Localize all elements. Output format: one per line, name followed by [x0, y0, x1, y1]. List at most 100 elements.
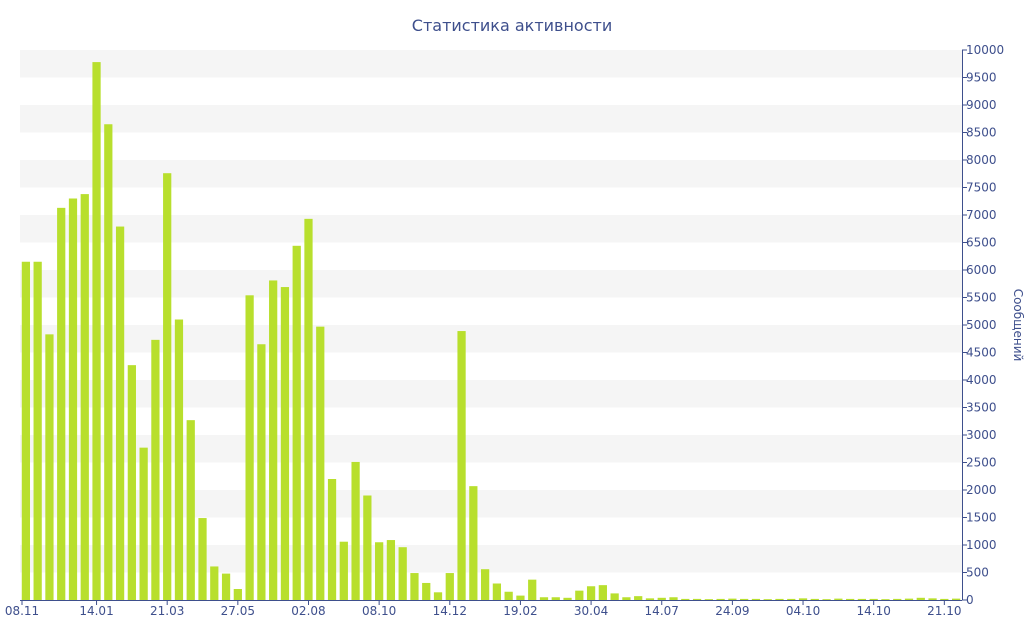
bar [92, 62, 101, 601]
bar [257, 344, 266, 600]
bar [480, 569, 490, 600]
bar [728, 598, 737, 601]
grid-bands [20, 50, 962, 573]
bar [292, 245, 301, 601]
bar [893, 598, 902, 600]
bar [634, 596, 643, 600]
grid-band [20, 435, 962, 463]
bar [928, 598, 937, 600]
bar [21, 261, 31, 600]
bar [692, 598, 702, 600]
y-tick-label: 8000 [966, 153, 997, 167]
bar [881, 599, 890, 600]
bar [363, 495, 372, 600]
x-tick-label: 14.01 [79, 604, 113, 618]
y-tick-label: 8500 [966, 126, 997, 140]
bar [940, 598, 949, 600]
bar [386, 540, 396, 600]
bar [304, 218, 313, 600]
bar [822, 599, 831, 600]
x-tick-label: 02.08 [291, 604, 325, 618]
y-tick-label: 7000 [966, 208, 997, 222]
x-tick-label: 30.04 [574, 604, 608, 618]
bar [351, 461, 360, 600]
bar [598, 585, 607, 600]
bar [528, 579, 537, 600]
bar [33, 261, 42, 600]
bar [233, 589, 242, 600]
bar [104, 124, 113, 600]
bar [563, 597, 572, 600]
bar [280, 287, 290, 600]
bar [904, 598, 914, 601]
bar [916, 597, 925, 600]
y-tick-label: 3000 [966, 428, 997, 442]
bar [798, 598, 808, 600]
x-tick-label: 27.05 [221, 604, 255, 618]
bar [457, 331, 466, 600]
y-axis-label: Сообщений [1011, 289, 1024, 362]
bar [810, 598, 819, 600]
bar [445, 573, 454, 600]
y-axis-ticks: 0 500 1000 1500 2000 2500 3000 3500 4000 4500 5000… [962, 43, 1004, 607]
bar [539, 597, 549, 600]
bar [787, 598, 796, 600]
grid-band [20, 215, 962, 243]
bar [433, 592, 443, 600]
chart-title: Статистика активности [412, 16, 612, 35]
bar [398, 547, 407, 600]
x-tick-label: 14.07 [645, 604, 679, 618]
x-axis-ticks: 08.11 14.01 21.03 27.05 02.08 08.10 14.12 19.02… [5, 600, 962, 618]
bar [316, 326, 325, 600]
x-tick-label: 21.03 [150, 604, 184, 618]
bar [174, 319, 184, 600]
y-tick-label: 500 [966, 566, 989, 580]
bar [869, 598, 878, 600]
bar [586, 586, 596, 600]
bar [151, 339, 160, 600]
x-tick-label: 14.10 [857, 604, 891, 618]
bar [516, 595, 525, 600]
grid-band [20, 325, 962, 353]
y-tick-label: 9000 [966, 98, 997, 112]
x-tick-label: 08.10 [362, 604, 396, 618]
y-tick-label: 9500 [966, 71, 997, 85]
bar [269, 280, 278, 600]
y-tick-label: 4000 [966, 373, 997, 387]
bar [834, 598, 843, 601]
y-tick-label: 4500 [966, 346, 997, 360]
bar [645, 598, 655, 600]
bar [469, 486, 478, 600]
bar [422, 582, 431, 600]
bar [57, 207, 66, 600]
bar [669, 597, 678, 600]
x-tick-label: 14.12 [433, 604, 467, 618]
bar [139, 447, 148, 600]
y-tick-label: 5000 [966, 318, 997, 332]
x-tick-label: 21.10 [927, 604, 961, 618]
grid-band [20, 380, 962, 408]
y-tick-label: 10000 [966, 43, 1004, 57]
grid-band [20, 270, 962, 298]
grid-band [20, 160, 962, 188]
bar [45, 334, 54, 600]
y-tick-label: 0 [966, 593, 974, 607]
bar [198, 518, 207, 600]
bar [551, 597, 560, 600]
bar [80, 194, 89, 600]
x-tick-label: 08.11 [5, 604, 39, 618]
bar [327, 479, 337, 600]
bars-layer [21, 62, 961, 601]
bar [375, 542, 384, 600]
bar [775, 598, 784, 600]
bar [245, 295, 254, 600]
x-tick-label: 19.02 [503, 604, 537, 618]
bar [492, 583, 502, 600]
bar [610, 593, 619, 600]
bar [740, 598, 749, 600]
y-tick-label: 2500 [966, 456, 997, 470]
grid-band [20, 50, 962, 78]
y-tick-label: 6500 [966, 236, 997, 250]
